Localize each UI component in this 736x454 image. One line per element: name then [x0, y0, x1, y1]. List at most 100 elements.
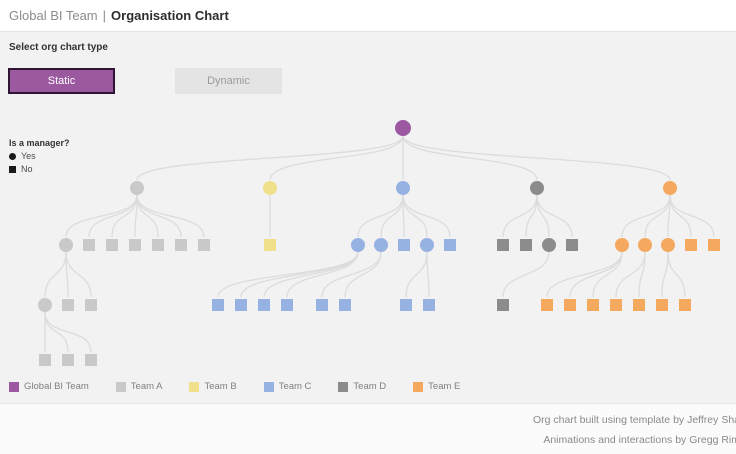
org-edge [546, 251, 623, 298]
manager-legend-item-yes[interactable]: Yes [9, 151, 70, 161]
square-shape-icon [9, 165, 16, 173]
org-node-e13[interactable] [587, 299, 599, 311]
org-edge [44, 311, 69, 353]
team-legend-item-global[interactable]: Global BI Team [9, 381, 89, 392]
org-edge [263, 251, 359, 298]
org-node-a113[interactable] [85, 354, 97, 366]
org-node-a7[interactable] [198, 239, 210, 251]
org-chart-type-label: Select org chart type [9, 42, 108, 53]
org-node-p[interactable] [395, 120, 411, 136]
org-node-d4[interactable] [566, 239, 578, 251]
footer-credit-template: Org chart built using template by Jeffre… [533, 414, 736, 426]
org-edge [638, 251, 646, 298]
org-node-a11[interactable] [38, 298, 52, 312]
org-node-e32[interactable] [679, 299, 691, 311]
dynamic-button[interactable]: Dynamic [175, 68, 282, 94]
org-node-c1[interactable] [351, 238, 365, 252]
org-edge [661, 251, 669, 298]
org-node-c11[interactable] [212, 299, 224, 311]
org-node-e4[interactable] [685, 239, 697, 251]
org-node-a5[interactable] [152, 239, 164, 251]
org-edge [88, 194, 138, 238]
org-node-e1[interactable] [615, 238, 629, 252]
org-edge [44, 251, 67, 298]
org-node-a111[interactable] [39, 354, 51, 366]
org-node-e5[interactable] [708, 239, 720, 251]
org-node-e12[interactable] [564, 299, 576, 311]
org-node-c3[interactable] [398, 239, 410, 251]
org-node-e22[interactable] [633, 299, 645, 311]
team-legend-item-a[interactable]: Team A [115, 381, 163, 392]
org-node-a2[interactable] [83, 239, 95, 251]
org-edge [65, 251, 92, 298]
org-edge [269, 135, 404, 181]
org-node-b1[interactable] [264, 239, 276, 251]
org-node-c2[interactable] [374, 238, 388, 252]
org-node-a112[interactable] [62, 354, 74, 366]
org-node-c12[interactable] [235, 299, 247, 311]
org-edge [536, 194, 550, 238]
org-node-a3[interactable] [106, 239, 118, 251]
org-edge [402, 194, 451, 238]
org-node-e11[interactable] [541, 299, 553, 311]
org-edge [321, 251, 382, 298]
manager-legend-title: Is a manager? [9, 138, 70, 148]
manager-legend-item-no[interactable]: No [9, 164, 70, 174]
org-edge [111, 194, 138, 238]
org-edge [669, 194, 692, 238]
org-node-c41[interactable] [400, 299, 412, 311]
team-legend-label: Team A [130, 381, 163, 392]
org-edge [669, 194, 715, 238]
org-node-d0[interactable] [530, 181, 544, 195]
org-edge [136, 135, 404, 181]
org-node-a0[interactable] [130, 181, 144, 195]
org-node-a13[interactable] [85, 299, 97, 311]
team-legend-item-d[interactable]: Team D [338, 381, 386, 392]
org-node-c21[interactable] [316, 299, 328, 311]
org-node-c14[interactable] [281, 299, 293, 311]
org-node-c5[interactable] [444, 239, 456, 251]
legend-swatch-icon [338, 381, 349, 392]
footer-credit-animations: Animations and interactions by Gregg Rim [543, 434, 736, 446]
org-node-c0[interactable] [396, 181, 410, 195]
org-node-a1[interactable] [59, 238, 73, 252]
org-edge [240, 251, 359, 298]
legend-swatch-icon [413, 381, 424, 392]
org-node-b0[interactable] [263, 181, 277, 195]
org-node-d1[interactable] [497, 239, 509, 251]
org-node-c4[interactable] [420, 238, 434, 252]
team-legend-item-e[interactable]: Team E [413, 381, 460, 392]
org-node-c13[interactable] [258, 299, 270, 311]
org-node-e3[interactable] [661, 238, 675, 252]
team-legend-item-c[interactable]: Team C [263, 381, 311, 392]
org-node-e31[interactable] [656, 299, 668, 311]
org-node-e2[interactable] [638, 238, 652, 252]
org-edge [217, 251, 359, 298]
org-edge [136, 194, 159, 238]
org-edge [644, 194, 671, 238]
org-edge [667, 251, 686, 298]
legend-swatch-icon [263, 381, 274, 392]
org-node-a12[interactable] [62, 299, 74, 311]
org-edge [65, 194, 138, 238]
org-node-e0[interactable] [663, 181, 677, 195]
org-node-d3[interactable] [542, 238, 556, 252]
team-legend-label: Team E [428, 381, 461, 392]
org-node-c22[interactable] [339, 299, 351, 311]
org-node-a4[interactable] [129, 239, 141, 251]
manager-legend-label: Yes [21, 151, 36, 161]
org-node-a6[interactable] [175, 239, 187, 251]
org-node-d2[interactable] [520, 239, 532, 251]
org-edge [402, 135, 538, 181]
org-node-e21[interactable] [610, 299, 622, 311]
team-legend-label: Team B [204, 381, 237, 392]
footer: Org chart built using template by Jeffre… [0, 403, 736, 454]
team-legend-item-b[interactable]: Team B [189, 381, 237, 392]
static-button[interactable]: Static [8, 68, 115, 94]
org-node-d31[interactable] [497, 299, 509, 311]
org-node-c42[interactable] [423, 299, 435, 311]
org-edge [44, 311, 92, 353]
team-legend-label: Team D [353, 381, 387, 392]
